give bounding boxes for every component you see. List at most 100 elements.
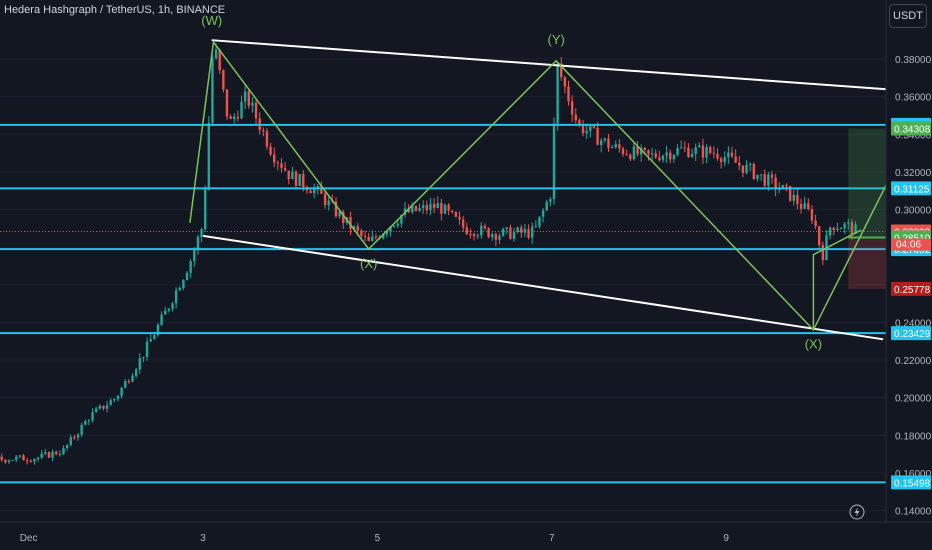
level-badge-bg (891, 326, 931, 341)
candle-body (756, 174, 759, 179)
candle-body (603, 138, 607, 141)
candle-body (527, 229, 530, 238)
candle-body (465, 227, 468, 234)
level-badge-bg (891, 181, 931, 196)
price-badge-bg (891, 121, 931, 136)
candle-body (683, 147, 686, 149)
time-tick-label: 3 (200, 533, 206, 544)
candle-body (545, 201, 548, 211)
candle-body (55, 451, 58, 455)
candle-body (425, 205, 429, 211)
candle-body (560, 63, 563, 78)
candle-body (821, 245, 825, 260)
candle-body (596, 127, 599, 145)
wave-path (189, 40, 928, 332)
candle-body (280, 163, 283, 169)
candle-body (719, 158, 723, 163)
candle-body (229, 116, 232, 119)
candle-body (102, 405, 105, 409)
candle-body (51, 451, 54, 458)
candle-body (549, 199, 552, 202)
candle-body (251, 102, 254, 106)
candle-body (211, 58, 214, 123)
price-tick-label: 0.36000 (895, 93, 932, 104)
candle-body (661, 155, 665, 161)
candle-body (36, 457, 40, 460)
candle-body (785, 185, 788, 187)
candle-body (298, 173, 301, 186)
price-badge: 0.34308 (894, 124, 931, 135)
candle-body (131, 375, 134, 382)
candle-body (342, 211, 345, 223)
candle-body (240, 101, 243, 119)
candle-body (87, 420, 91, 422)
candle-body (254, 102, 258, 119)
candle-body (134, 369, 138, 376)
wave-label: (W) (201, 13, 222, 28)
candle-body (76, 434, 80, 438)
candle-body (218, 49, 221, 71)
candle-body (113, 399, 116, 401)
candle-body (698, 145, 701, 148)
candle-body (91, 412, 94, 421)
candle-body (363, 235, 367, 237)
candle-body (836, 228, 839, 231)
candle-body (632, 146, 636, 160)
currency-button[interactable]: USDT (889, 4, 927, 28)
candle-body (156, 324, 160, 336)
time-tick-label: 9 (723, 533, 729, 544)
candle-body (480, 225, 483, 236)
candle-body (763, 174, 766, 186)
candle-body (687, 147, 690, 157)
candle-body (483, 225, 487, 229)
candle-body (730, 152, 734, 157)
candle-body (294, 171, 298, 186)
candle-body (47, 452, 51, 458)
price-tick-label: 0.16000 (895, 469, 932, 480)
price-tick-label: 0.34000 (895, 130, 932, 141)
candle-body (629, 154, 632, 160)
candle-body (778, 188, 781, 190)
candle-body (530, 226, 534, 238)
candle-body (567, 86, 570, 102)
candle-body (759, 174, 763, 176)
candle-body (120, 387, 123, 396)
candle-body (432, 204, 436, 209)
candle-body (356, 226, 359, 231)
level-badge: 0.15498 (894, 478, 931, 489)
candle-body (509, 227, 512, 239)
candle-body (124, 381, 127, 388)
candle-body (15, 456, 18, 460)
time-tick-label: 5 (375, 533, 381, 544)
candle-body (203, 189, 207, 230)
candle-body (265, 131, 269, 147)
candle-body (654, 153, 657, 158)
candle-body (178, 288, 181, 291)
candle-body (658, 157, 661, 161)
candle-body (512, 232, 516, 239)
candle-body (334, 201, 338, 217)
candle-body (312, 188, 316, 194)
countdown-label: 04:06 (896, 240, 921, 251)
candle-body (636, 146, 639, 155)
candle-body (541, 210, 545, 217)
price-tick-label: 0.14000 (895, 507, 932, 518)
candle-body (607, 138, 610, 148)
price-badge-bg (891, 281, 931, 296)
candle-body (185, 272, 189, 280)
wave-label: (Y) (547, 32, 564, 47)
price-tick-label: 0.32000 (895, 168, 932, 179)
candle-body (236, 116, 240, 119)
candle-body (182, 279, 185, 289)
candle-body (29, 461, 32, 463)
candle-body (327, 200, 330, 206)
time-tick-label: Dec (20, 533, 38, 544)
wave-label: (X) (805, 337, 822, 352)
candle-body (62, 448, 65, 454)
candle-body (127, 381, 131, 383)
candle-body (516, 227, 519, 233)
candle-body (109, 400, 112, 406)
candle-body (614, 144, 617, 148)
